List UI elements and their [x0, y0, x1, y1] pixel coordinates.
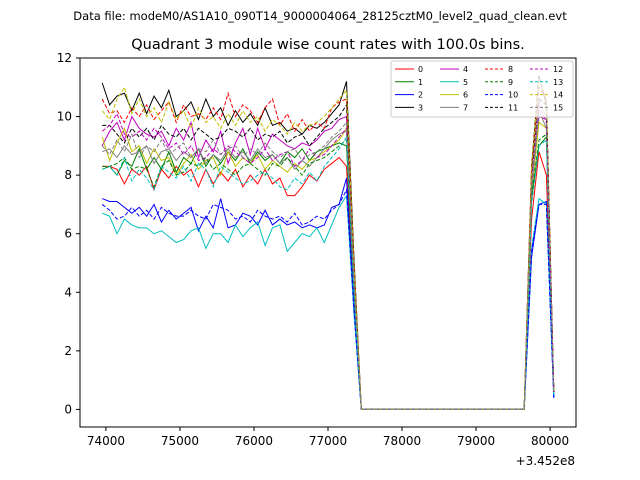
plot-series-group — [101, 75, 555, 410]
legend-label-1: 1 — [418, 78, 423, 87]
x-tick-label: 74000 — [87, 434, 125, 448]
x-tick-label: 75000 — [161, 434, 199, 448]
x-tick-label: 77000 — [309, 434, 347, 448]
series-line-14 — [101, 78, 555, 410]
y-tick-label: 12 — [57, 51, 72, 65]
y-axis: 0 2 4 6 8 10 12 — [57, 51, 80, 416]
x-tick-label: 79000 — [457, 434, 495, 448]
series-line-6 — [101, 121, 555, 410]
series-line-2 — [102, 177, 555, 410]
chart-title: Quadrant 3 module wise count rates with … — [131, 37, 525, 53]
x-offset-label: +3.452e8 — [516, 454, 575, 468]
y-tick-label: 2 — [64, 344, 72, 358]
y-tick-label: 10 — [57, 110, 72, 124]
legend-label-5: 5 — [463, 78, 468, 87]
series-line-13 — [102, 135, 555, 410]
legend-label-12: 12 — [553, 65, 563, 74]
legend-label-6: 6 — [463, 91, 468, 100]
legend-label-2: 2 — [418, 91, 423, 100]
series-line-9 — [102, 133, 555, 410]
legend-label-10: 10 — [508, 91, 518, 100]
x-tick-label: 80000 — [531, 434, 569, 448]
legend-label-8: 8 — [508, 65, 513, 74]
legend-label-4: 4 — [463, 65, 468, 74]
x-axis: 74000 75000 76000 77000 78000 79000 80000 — [87, 427, 569, 448]
series-line-11 — [102, 98, 555, 410]
series-line-8 — [101, 85, 555, 410]
legend-label-11: 11 — [508, 103, 518, 112]
figure-suptitle: Data file: modeM0/AS1A10_090T14_90000040… — [73, 9, 567, 23]
series-line-5 — [102, 194, 555, 410]
legend-label-0: 0 — [418, 65, 423, 74]
legend-label-13: 13 — [553, 78, 563, 87]
y-tick-label: 0 — [64, 402, 72, 416]
legend-label-9: 9 — [508, 78, 513, 87]
series-line-0 — [102, 151, 555, 410]
x-tick-label: 78000 — [383, 434, 421, 448]
series-line-15 — [101, 100, 555, 410]
x-tick-label: 76000 — [235, 434, 273, 448]
legend-label-15: 15 — [553, 103, 563, 112]
y-tick-label: 8 — [64, 168, 72, 182]
series-line-10 — [101, 187, 555, 410]
y-tick-label: 4 — [64, 285, 72, 299]
legend-label-7: 7 — [463, 103, 468, 112]
series-line-1 — [102, 135, 555, 410]
legend-label-3: 3 — [418, 103, 423, 112]
legend-box — [390, 60, 574, 118]
legend-label-14: 14 — [553, 91, 563, 100]
y-tick-label: 6 — [64, 227, 72, 241]
